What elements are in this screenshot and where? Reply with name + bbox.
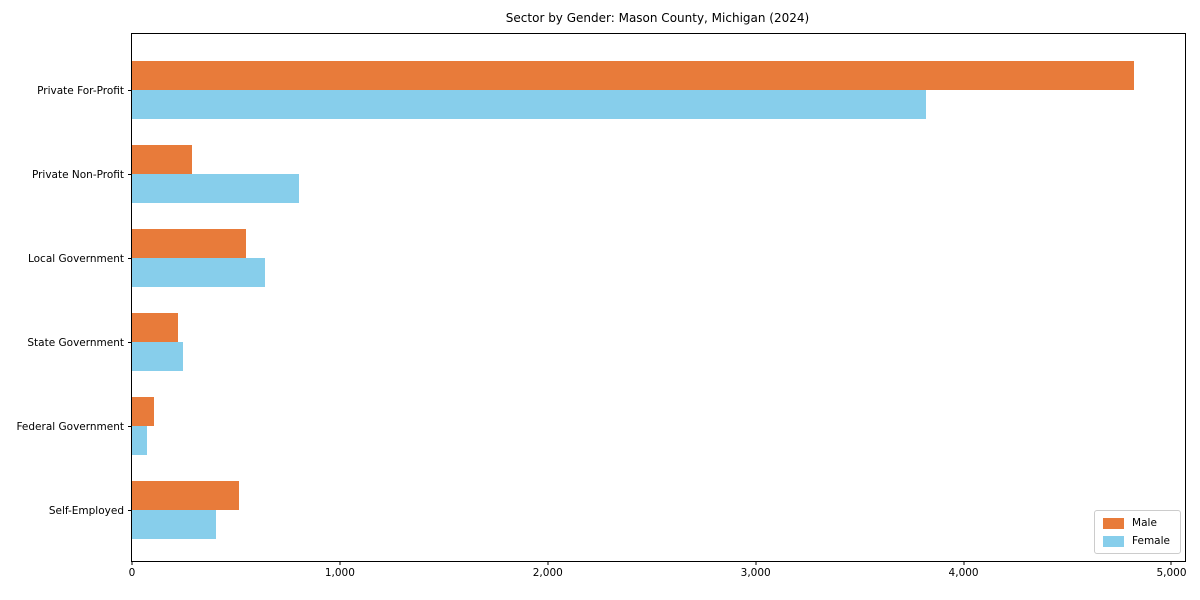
male-bar: [132, 313, 178, 342]
female-bar: [132, 174, 300, 203]
female-bar: [132, 426, 147, 455]
x-axis-tick: [1170, 561, 1172, 565]
x-axis-tick: [755, 561, 757, 565]
legend-label: Female: [1132, 535, 1170, 547]
male-swatch: [1103, 517, 1125, 529]
y-axis-tick: [128, 258, 132, 259]
y-axis-category-label: Private For-Profit: [37, 84, 124, 97]
y-axis-tick: [128, 90, 132, 91]
male-bar: [132, 229, 247, 258]
x-axis-tick-label: 3,000: [740, 567, 771, 579]
plot-area: Male Female Private For-Profit Private Non…: [16, 33, 1187, 579]
female-bar: [132, 510, 216, 539]
x-axis-tick-label: 5,000: [1156, 567, 1187, 579]
y-axis-category-label: Private Non-Profit: [31, 168, 124, 181]
legend-item: Male: [1103, 517, 1170, 529]
x-axis-tick-label: 0: [128, 567, 136, 579]
y-axis-category-label: Self-Employed: [48, 504, 124, 517]
female-bar: [132, 342, 183, 371]
x-axis-tick: [963, 561, 965, 565]
female-bar: [132, 258, 266, 287]
chart-title: Sector by Gender: Mason County, Michigan…: [505, 11, 810, 25]
legend-item: Female: [1103, 535, 1170, 547]
x-axis-tick: [131, 561, 133, 565]
x-axis-tick-label: 2,000: [532, 567, 563, 579]
legend-label: Male: [1132, 517, 1157, 529]
y-axis-tick: [128, 342, 132, 343]
female-bar: [132, 90, 927, 119]
y-axis-tick: [128, 426, 132, 427]
female-swatch: [1103, 535, 1125, 547]
x-axis-tick: [547, 561, 549, 565]
y-axis-tick: [128, 174, 132, 175]
x-axis-tick: [339, 561, 341, 565]
x-axis-tick-label: 4,000: [948, 567, 979, 579]
x-axis-tick-label: 1,000: [324, 567, 355, 579]
y-axis-tick: [128, 510, 132, 511]
male-bar: [132, 61, 1135, 90]
male-bar: [132, 145, 193, 174]
y-axis-category-label: Federal Government: [16, 420, 124, 433]
male-bar: [132, 481, 240, 510]
legend: Male Female: [1094, 510, 1181, 554]
y-axis-category-label: State Government: [27, 336, 124, 349]
y-axis-category-label: Local Government: [27, 252, 124, 265]
male-bar: [132, 397, 155, 426]
